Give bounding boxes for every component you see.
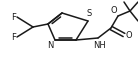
Text: F: F xyxy=(11,33,16,41)
Text: N: N xyxy=(47,41,53,50)
Text: F: F xyxy=(11,12,16,22)
Text: NH: NH xyxy=(93,41,105,50)
Text: S: S xyxy=(86,9,92,18)
Text: O: O xyxy=(126,30,133,39)
Text: O: O xyxy=(110,6,117,15)
